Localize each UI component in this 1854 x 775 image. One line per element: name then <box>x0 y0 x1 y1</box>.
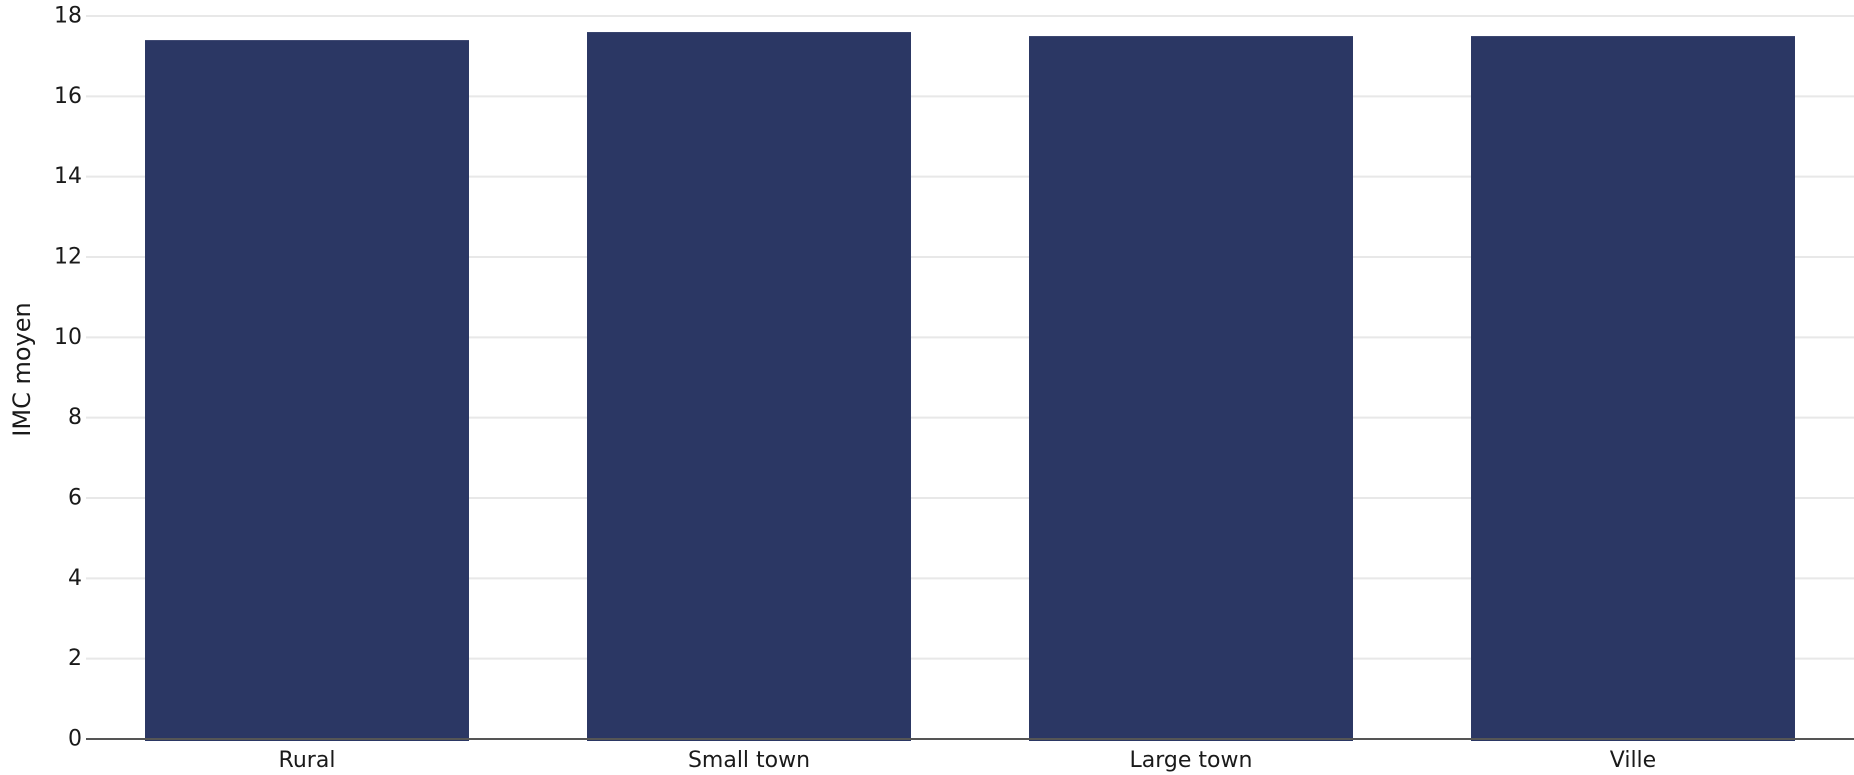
y-tick-label: 6 <box>68 486 82 511</box>
y-tick-label: 18 <box>54 4 82 29</box>
x-tick-label: Large town <box>1130 748 1253 773</box>
y-tick-label: 14 <box>54 164 82 189</box>
bar-large-town <box>1029 36 1353 742</box>
y-tick-label: 0 <box>68 727 82 752</box>
y-tick-label: 10 <box>54 325 82 350</box>
y-tick-label: 4 <box>68 566 82 591</box>
x-axis-ticks: Rural Small town Large town Ville <box>279 748 1657 773</box>
y-tick-label: 12 <box>54 245 82 270</box>
x-tick-label: Ville <box>1610 748 1656 773</box>
y-tick-label: 2 <box>68 646 82 671</box>
x-tick-label: Rural <box>279 748 336 773</box>
bar-ville <box>1471 36 1795 742</box>
bar-rural <box>145 40 469 742</box>
y-axis-ticks: 0 2 4 6 8 10 12 14 16 18 <box>54 4 82 752</box>
y-tick-label: 16 <box>54 84 82 109</box>
x-tick-label: Small town <box>688 748 810 773</box>
bar-small-town <box>587 32 911 742</box>
bars <box>145 32 1795 742</box>
y-axis-title: IMC moyen <box>8 302 36 436</box>
y-tick-label: 8 <box>68 405 82 430</box>
